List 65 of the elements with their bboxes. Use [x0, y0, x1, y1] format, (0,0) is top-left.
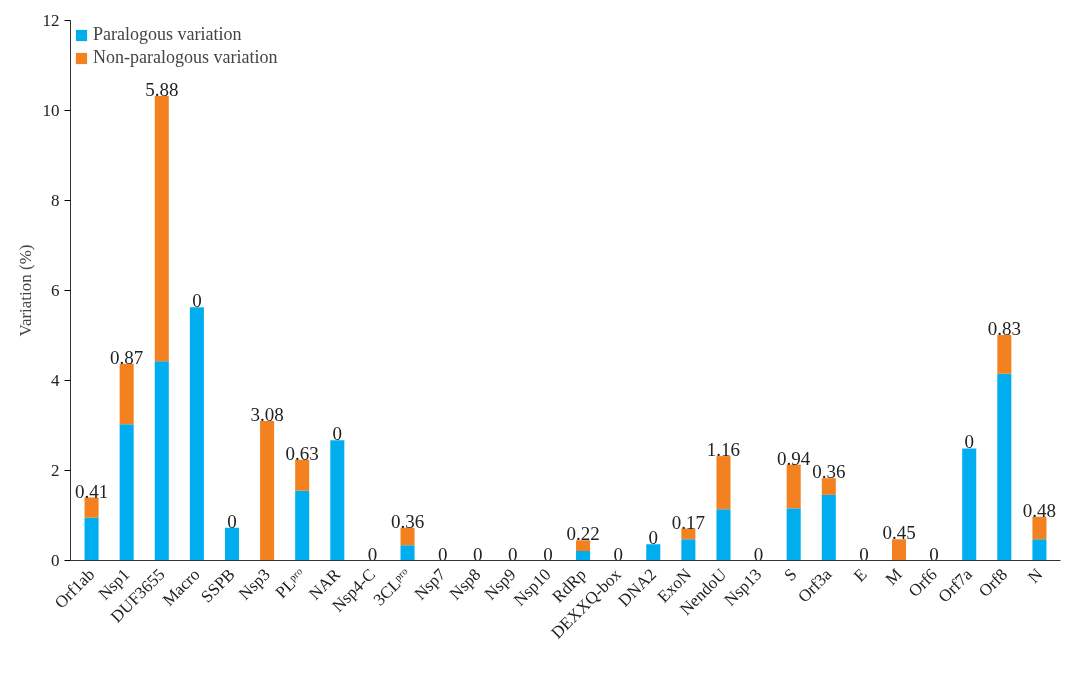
y-tick-label: 12	[42, 11, 60, 30]
y-tick-label: 10	[42, 101, 60, 120]
annotation: 0	[332, 423, 343, 445]
y-tick-label: 4	[51, 371, 60, 390]
bar	[786, 464, 801, 509]
annotation: 0.17	[671, 511, 705, 533]
bar	[154, 96, 169, 362]
bar	[1032, 539, 1047, 561]
bar	[821, 478, 836, 495]
bar	[891, 539, 907, 561]
y-tick-label: 6	[51, 281, 60, 300]
annotation: 0	[648, 527, 659, 549]
bar	[260, 421, 275, 561]
annotation: 0.48	[1022, 499, 1057, 521]
annotation: 0.36	[390, 510, 425, 532]
annotation: 0.36	[812, 461, 846, 483]
x-tick-label: N	[1024, 564, 1047, 587]
bar	[400, 545, 415, 561]
annotation: 0.22	[566, 523, 600, 545]
annotation: 0	[964, 431, 974, 453]
y-axis-title: Variation (%)	[15, 244, 35, 337]
annotation: 1.16	[706, 439, 741, 461]
bar	[119, 363, 134, 425]
annotation: 0.45	[882, 522, 916, 544]
bar	[154, 361, 169, 561]
annotation: 0	[227, 510, 237, 532]
bar	[681, 539, 696, 561]
bar	[786, 508, 801, 561]
bar	[681, 528, 696, 540]
bar	[821, 494, 836, 561]
bar	[224, 527, 240, 561]
x-tick-label: S	[780, 564, 801, 585]
legend-label: Non-paralogous variation	[93, 47, 278, 68]
bar	[189, 307, 204, 561]
bar	[295, 490, 310, 561]
bar	[295, 459, 310, 491]
x-tick-label: M	[881, 564, 906, 589]
legend-label: Paralogous variation	[93, 24, 242, 45]
bar	[646, 544, 661, 561]
annotation: 0.87	[110, 346, 144, 368]
bar	[962, 448, 977, 561]
bar	[119, 424, 134, 561]
annotation: 0.83	[987, 318, 1021, 340]
y-tick-label: 8	[51, 191, 60, 210]
bar	[330, 440, 345, 561]
bar	[400, 527, 415, 546]
bar	[997, 373, 1012, 561]
bar	[84, 497, 99, 518]
y-tick-label: 2	[51, 461, 60, 480]
bar	[576, 551, 591, 561]
annotation: 0	[192, 290, 202, 312]
annotation: 0.41	[74, 480, 109, 502]
x-tick-label: Orf8	[974, 564, 1012, 601]
bar	[84, 517, 99, 561]
bar	[716, 509, 731, 561]
annotation: 5.88	[145, 79, 179, 101]
bar	[997, 335, 1012, 374]
bar	[716, 456, 731, 510]
y-tick-label: 0	[51, 551, 60, 570]
annotation: 0.94	[777, 447, 811, 469]
x-tick-label: E	[849, 564, 871, 586]
annotation: 0.63	[285, 442, 319, 464]
bar	[576, 540, 591, 552]
bar	[1032, 516, 1047, 540]
annotation: 3.08	[250, 404, 284, 425]
